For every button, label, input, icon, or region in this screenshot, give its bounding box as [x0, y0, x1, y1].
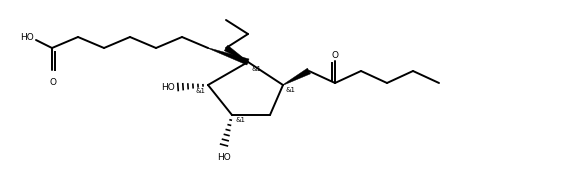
Polygon shape	[283, 68, 311, 85]
Text: &1: &1	[252, 66, 262, 72]
Text: &1: &1	[286, 87, 296, 93]
Text: HO: HO	[20, 34, 34, 42]
Polygon shape	[224, 45, 248, 62]
Text: O: O	[49, 78, 56, 87]
Text: O: O	[332, 50, 339, 60]
Text: &1: &1	[196, 88, 206, 94]
Text: HO: HO	[161, 84, 175, 93]
Text: &1: &1	[235, 117, 245, 123]
Polygon shape	[208, 48, 249, 65]
Text: HO: HO	[217, 153, 231, 162]
